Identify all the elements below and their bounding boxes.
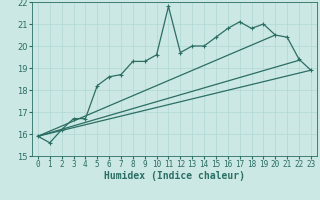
X-axis label: Humidex (Indice chaleur): Humidex (Indice chaleur): [104, 171, 245, 181]
